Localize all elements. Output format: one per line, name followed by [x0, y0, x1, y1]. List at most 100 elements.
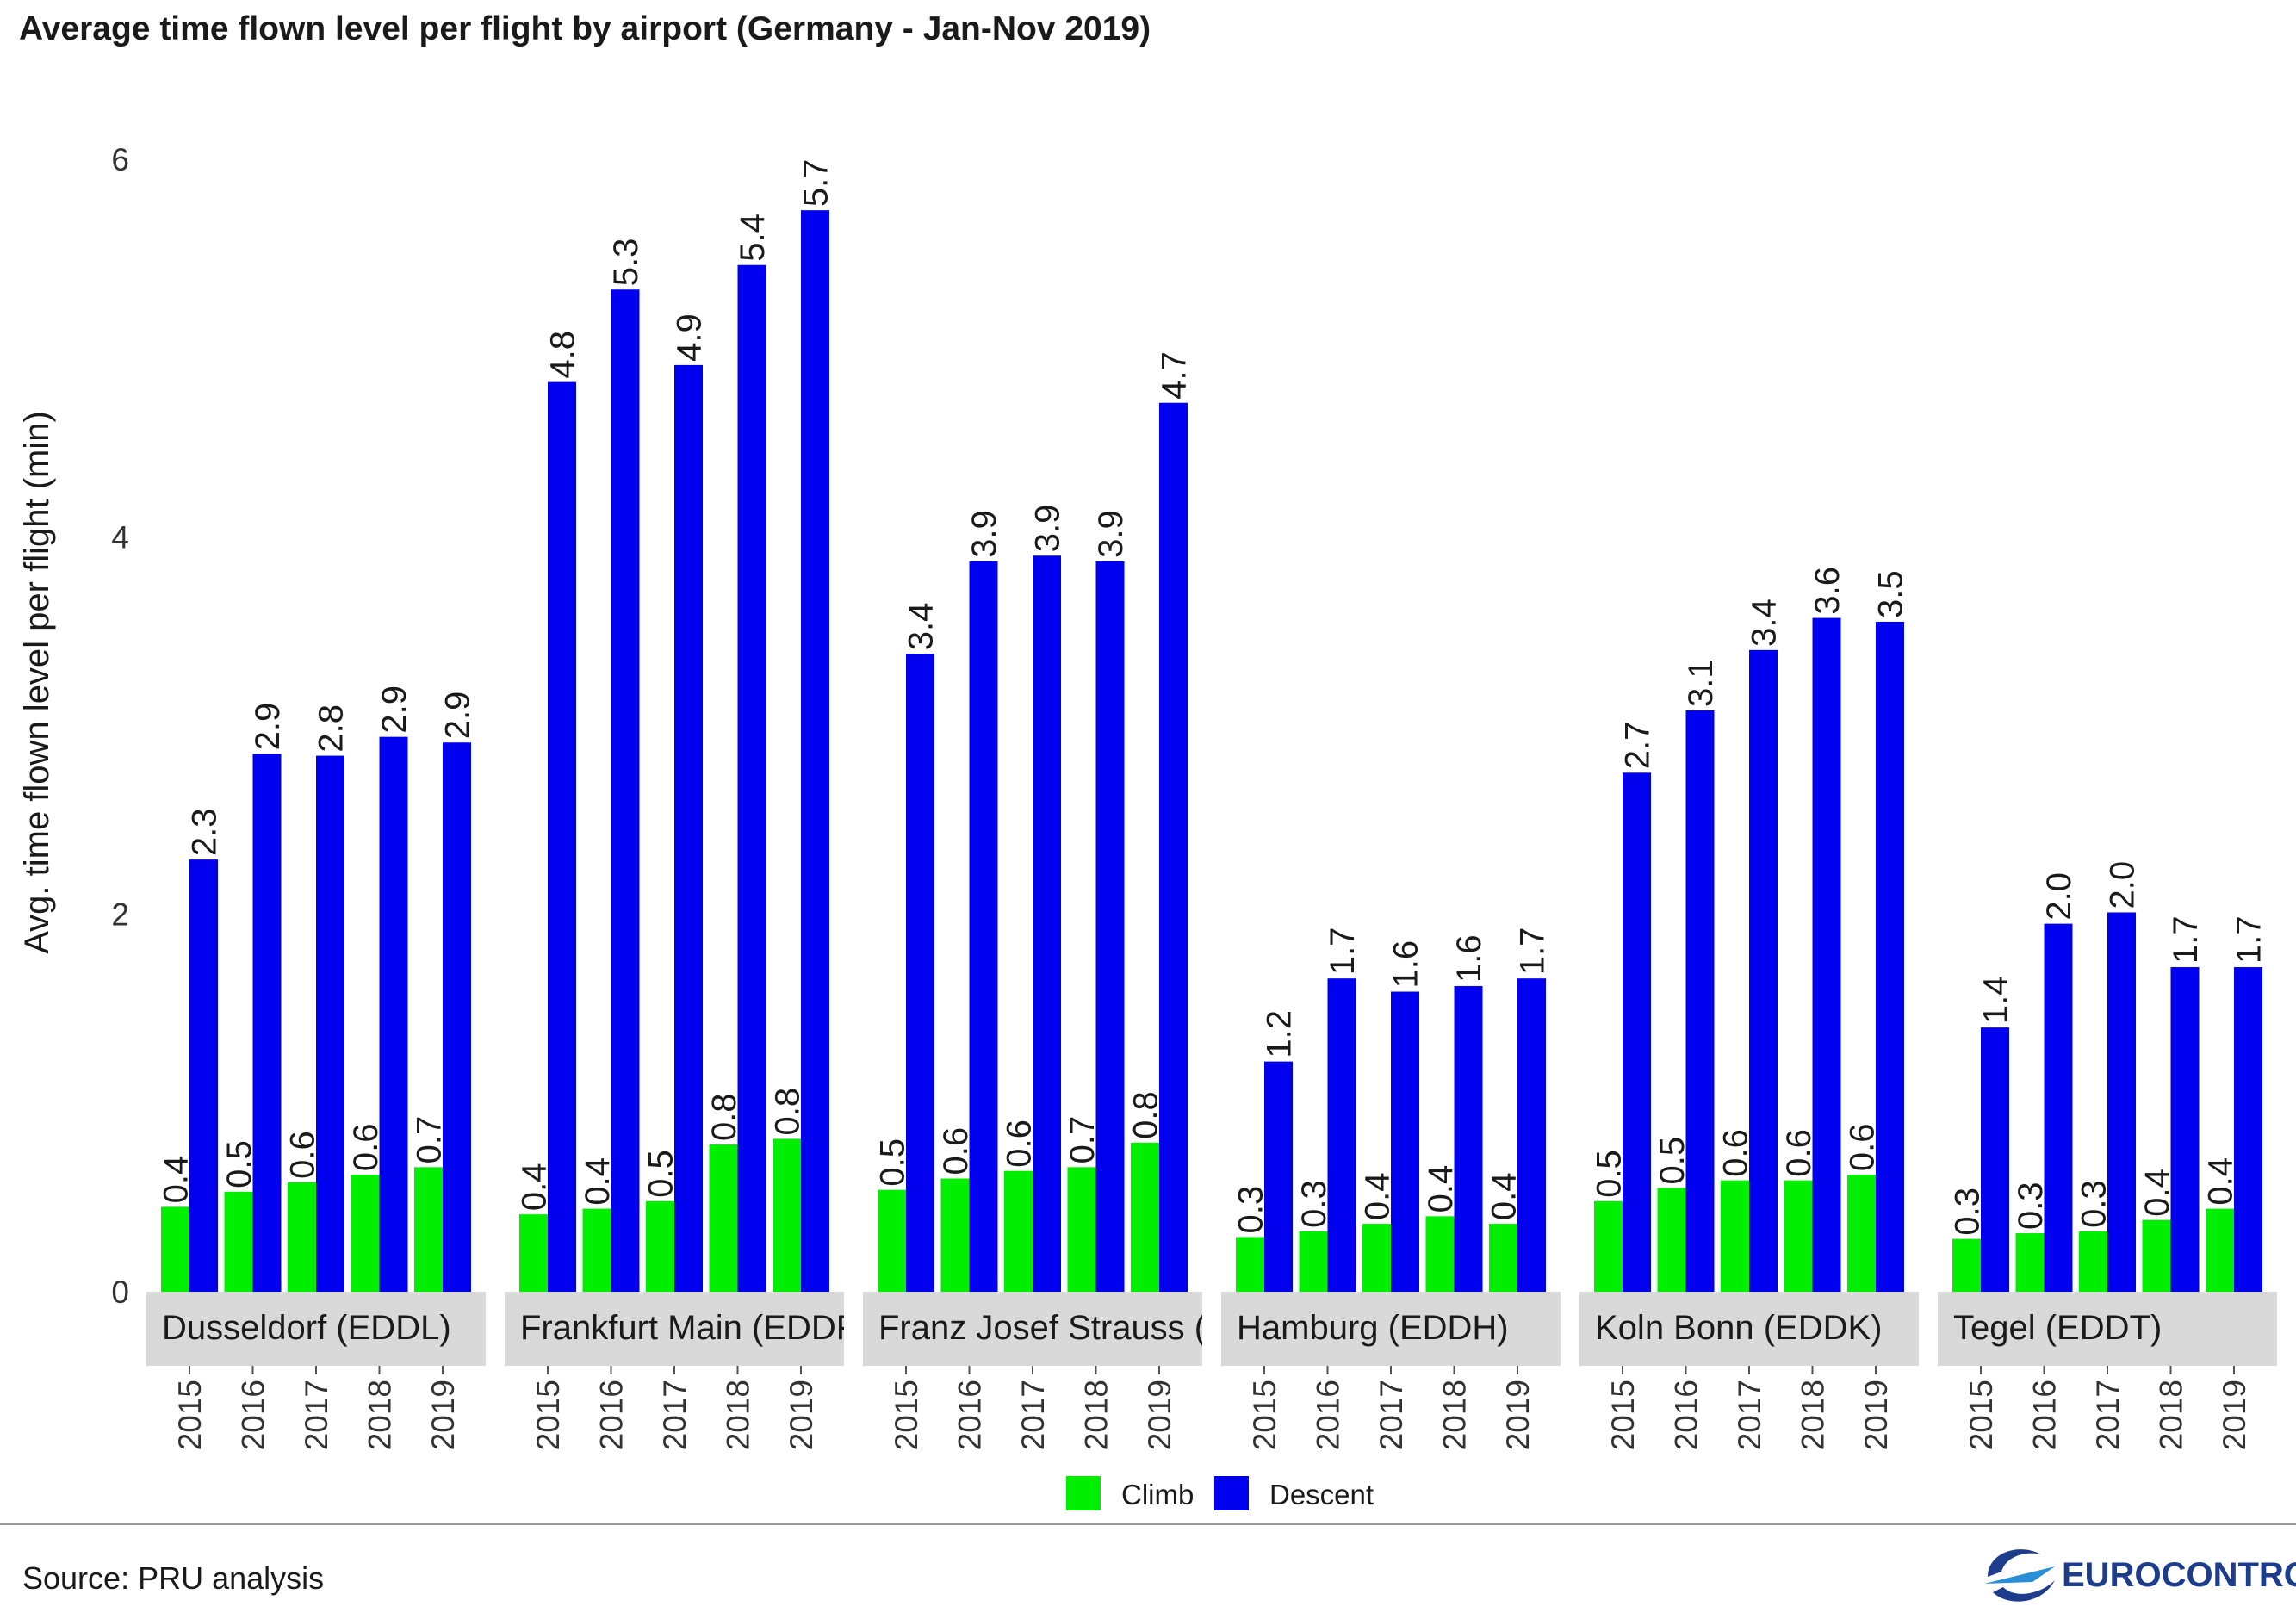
x-tick-label: 2017	[1732, 1380, 1767, 1450]
x-tick-label: 2017	[1015, 1380, 1051, 1450]
bar-descent	[1623, 772, 1651, 1292]
bar-descent	[2234, 967, 2262, 1292]
bar-climb	[1489, 1224, 1517, 1292]
bar-descent	[611, 289, 640, 1293]
bar-descent	[1981, 1027, 2009, 1292]
bar-climb	[1299, 1231, 1328, 1292]
eurocontrol-logo: EUROCONTROL	[1981, 1537, 2296, 1615]
bar-descent	[1454, 985, 1483, 1292]
data-label-climb: 0.5	[642, 1150, 680, 1198]
data-label-descent: 1.7	[2167, 915, 2205, 964]
x-tick-label: 2018	[1796, 1380, 1831, 1450]
x-tick-label: 2015	[531, 1380, 566, 1450]
bar-descent	[379, 736, 408, 1292]
bar-climb	[414, 1167, 443, 1292]
bar-climb	[1131, 1142, 1159, 1292]
data-label-descent: 2.0	[2104, 861, 2142, 909]
x-tick-label: 2015	[1605, 1380, 1641, 1450]
panel-label: Koln Bonn (EDDK)	[1595, 1309, 1882, 1347]
bar-descent	[1685, 710, 1715, 1292]
logo-text: EUROCONTROL	[2062, 1556, 2296, 1594]
bar-descent	[252, 754, 282, 1292]
panel-strip	[505, 1292, 844, 1366]
x-tick-label: 2019	[1500, 1380, 1536, 1450]
data-label-descent: 1.7	[2231, 915, 2268, 964]
eurocontrol-logo-icon	[1984, 1549, 2055, 1602]
bar-descent	[1033, 555, 1061, 1292]
bar-descent	[969, 561, 998, 1292]
data-label-descent: 5.7	[797, 159, 835, 208]
bar-climb	[1004, 1170, 1033, 1292]
panel-label: Frankfurt Main (EDDF)	[520, 1309, 869, 1347]
bar-descent	[2044, 923, 2073, 1292]
x-tick-label: 2018	[721, 1380, 756, 1450]
data-label-climb: 0.6	[937, 1127, 975, 1175]
bar-climb	[2079, 1231, 2107, 1292]
bar-climb	[1067, 1167, 1096, 1292]
data-label-descent: 1.7	[1514, 927, 1552, 976]
data-label-descent: 2.9	[439, 692, 477, 740]
x-tick-label: 2019	[2217, 1380, 2252, 1450]
bar-descent	[1517, 978, 1546, 1292]
x-tick-label: 2015	[172, 1380, 208, 1450]
bar-climb	[1721, 1180, 1749, 1292]
x-tick-label: 2019	[425, 1380, 461, 1450]
panel: Tegel (EDDT) 0.3 1.4 2015 0.3 2.0 2016 0.3 2.0 20…	[1938, 861, 2277, 1450]
panel-label: Hamburg (EDDH)	[1237, 1309, 1509, 1347]
bar-climb	[1362, 1224, 1391, 1292]
x-tick-label: 2019	[1859, 1380, 1894, 1450]
panel-strip	[146, 1292, 486, 1366]
bar-climb	[878, 1189, 906, 1292]
data-label-climb: 0.3	[1232, 1186, 1270, 1234]
bar-descent	[189, 859, 218, 1292]
panel-label: Tegel (EDDT)	[1953, 1309, 2162, 1347]
data-label-climb: 0.4	[516, 1163, 554, 1212]
data-label-descent: 2.9	[375, 685, 413, 734]
data-label-climb: 0.5	[220, 1140, 258, 1188]
data-label-descent: 5.3	[607, 239, 645, 287]
x-tick-label: 2018	[363, 1380, 398, 1450]
bar-descent	[1095, 561, 1125, 1292]
bar-climb	[351, 1175, 380, 1292]
y-tick-label: 0	[111, 1275, 129, 1310]
data-label-climb: 0.4	[579, 1157, 617, 1206]
bar-climb	[2015, 1233, 2045, 1292]
bar-climb	[709, 1144, 738, 1292]
legend-swatch-descent	[1214, 1476, 1249, 1510]
y-tick-label: 2	[111, 897, 129, 933]
bar-descent	[906, 654, 934, 1292]
bar-climb	[1594, 1200, 1623, 1292]
panel: Hamburg (EDDH) 0.3 1.2 2015 0.3 1.7 2016 0.4 1.6…	[1221, 927, 1561, 1450]
data-label-climb: 0.8	[705, 1093, 743, 1141]
data-label-descent: 2.9	[249, 703, 287, 751]
data-label-descent: 1.7	[1324, 927, 1362, 976]
bar-climb	[2206, 1208, 2234, 1292]
data-label-descent: 3.6	[1809, 567, 1846, 615]
bar-climb	[1657, 1188, 1686, 1292]
bar-climb	[1236, 1237, 1264, 1292]
data-label-climb: 0.5	[874, 1138, 912, 1187]
x-tick-label: 2019	[784, 1380, 819, 1450]
bar-climb	[1847, 1175, 1876, 1292]
x-tick-label: 2015	[889, 1380, 924, 1450]
data-label-descent: 4.7	[1156, 351, 1194, 400]
data-label-climb: 0.6	[1001, 1120, 1039, 1168]
x-tick-label: 2017	[1374, 1380, 1409, 1450]
panel-strip	[863, 1292, 1202, 1366]
data-label-climb: 0.5	[1654, 1137, 1691, 1185]
x-tick-label: 2016	[953, 1380, 988, 1450]
bar-climb	[519, 1214, 548, 1292]
data-label-descent: 3.4	[903, 603, 940, 651]
data-label-descent: 1.2	[1261, 1010, 1299, 1058]
data-label-descent: 3.9	[1092, 510, 1130, 558]
data-label-climb: 0.6	[1844, 1124, 1882, 1172]
data-label-descent: 4.8	[544, 331, 582, 379]
data-label-descent: 5.4	[734, 214, 772, 262]
bar-climb	[773, 1138, 801, 1292]
x-tick-label: 2015	[1247, 1380, 1282, 1450]
panel-strip	[1938, 1292, 2277, 1366]
x-tick-label: 2016	[2027, 1380, 2063, 1450]
data-label-descent: 2.0	[2040, 872, 2078, 921]
bar-descent	[1159, 402, 1188, 1293]
x-tick-label: 2018	[2154, 1380, 2189, 1450]
